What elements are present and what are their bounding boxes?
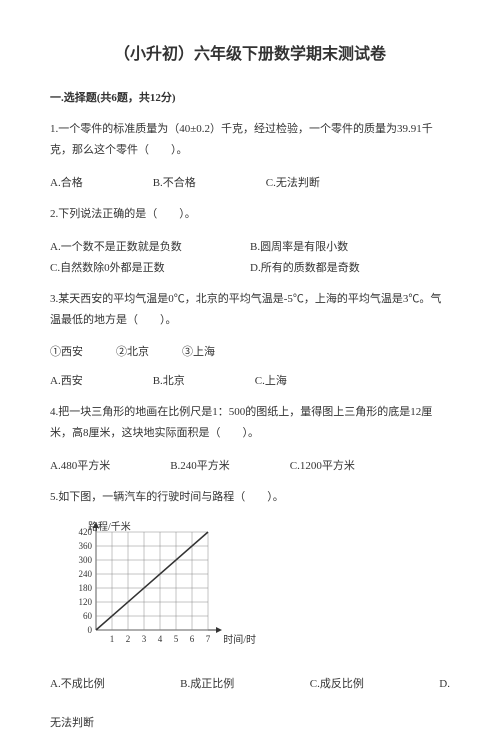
svg-text:240: 240 [79,569,93,579]
svg-text:6: 6 [190,634,195,644]
svg-text:5: 5 [174,634,179,644]
y-axis-label: 路程/千米 [88,518,131,537]
chart-svg: 4203603002401801206001234567 [60,520,250,660]
svg-text:0: 0 [88,625,93,635]
question-2: 2.下列说法正确的是（ ）。 [50,204,450,225]
question-1: 1.一个零件的标准质量为（40±0.2）千克，经过检验，一个零件的质量为39.9… [50,119,450,161]
q4-options: A.480平方米 B.240平方米 C.1200平方米 [50,456,450,477]
q2-opt-a: A.一个数不是正数就是负数 [50,237,250,258]
question-5: 5.如下图，一辆汽车的行驶时间与路程（ ）。 [50,487,450,508]
svg-text:180: 180 [79,583,93,593]
q3-opt-b: B.北京 [153,371,185,392]
q5-opt-c: C.成反比例 [310,674,364,695]
svg-text:3: 3 [142,634,147,644]
svg-text:2: 2 [126,634,131,644]
svg-text:360: 360 [79,541,93,551]
q5-opt-a: A.不成比例 [50,674,105,695]
svg-text:60: 60 [83,611,93,621]
q4-opt-b: B.240平方米 [170,456,230,477]
q5-opt-b: B.成正比例 [180,674,234,695]
section-header: 一.选择题(共6题，共12分) [50,88,450,109]
line-chart: 路程/千米 4203603002401801206001234567 时间/时 [60,520,250,660]
q5-opt-d: D. [439,674,450,695]
q2-opt-b: B.圆周率是有限小数 [250,237,450,258]
q1-opt-a: A.合格 [50,173,83,194]
q1-options: A.合格 B.不合格 C.无法判断 [50,173,450,194]
svg-text:7: 7 [206,634,211,644]
svg-text:1: 1 [110,634,115,644]
svg-text:300: 300 [79,555,93,565]
question-3: 3.某天西安的平均气温是0℃，北京的平均气温是-5℃，上海的平均气温是3℃。气温… [50,289,450,331]
q4-opt-c: C.1200平方米 [290,456,355,477]
x-axis-label: 时间/时 [223,631,256,650]
page-title: （小升初）六年级下册数学期末测试卷 [50,40,450,70]
question-4: 4.把一块三角形的地画在比例尺是1：500的图纸上，量得图上三角形的底是12厘米… [50,402,450,444]
q3-choices: ①西安 ②北京 ③上海 [50,342,450,363]
q1-opt-b: B.不合格 [153,173,196,194]
q2-opt-c: C.自然数除0外都是正数 [50,258,250,279]
q5-options: A.不成比例 B.成正比例 C.成反比例 D. [50,674,450,695]
q2-opt-d: D.所有的质数都是奇数 [250,258,450,279]
svg-text:4: 4 [158,634,163,644]
q3-opt-c: C.上海 [255,371,287,392]
q2-options: A.一个数不是正数就是负数 B.圆周率是有限小数 C.自然数除0外都是正数 D.… [50,237,450,279]
q3-opt-a: A.西安 [50,371,83,392]
q3-options: A.西安 B.北京 C.上海 [50,371,450,392]
q1-opt-c: C.无法判断 [266,173,320,194]
q4-opt-a: A.480平方米 [50,456,110,477]
q5-opt-d2: 无法判断 [50,713,450,734]
svg-text:120: 120 [79,597,93,607]
